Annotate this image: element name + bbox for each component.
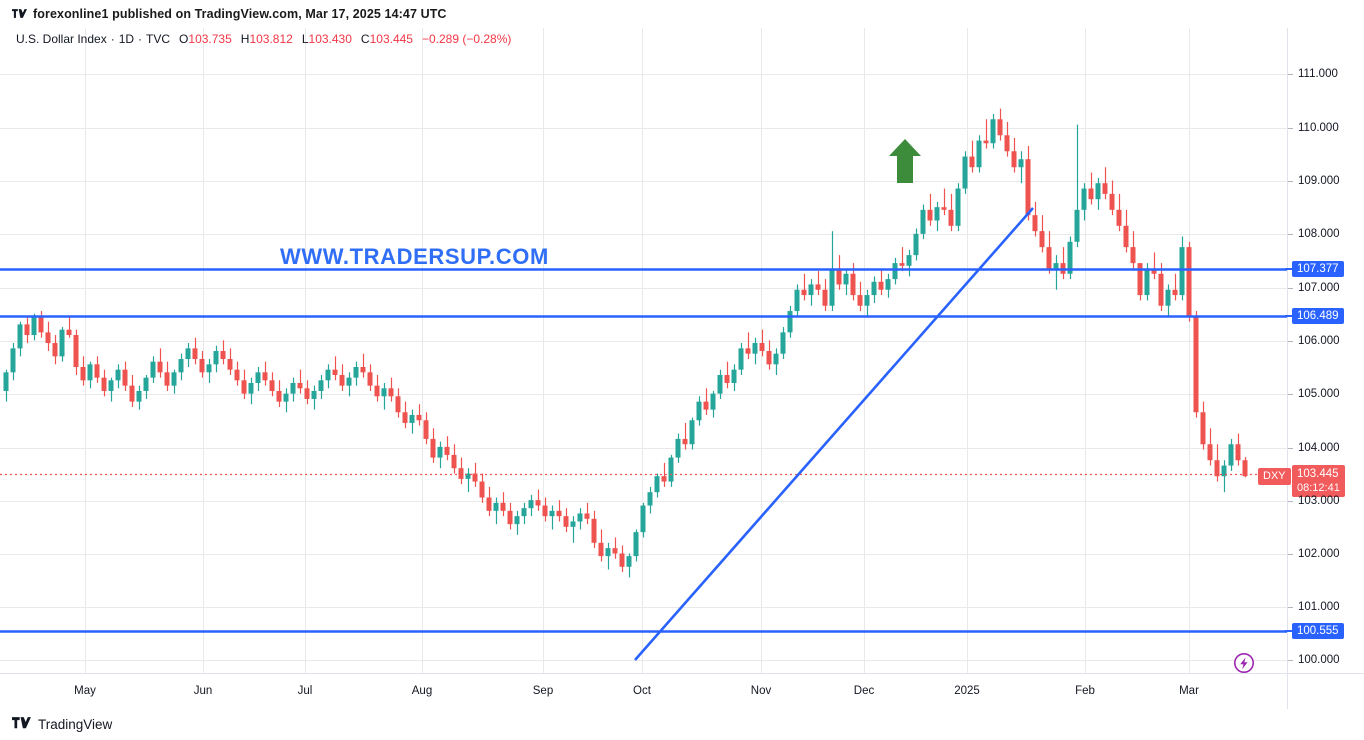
time-axis-tick: Jun: [193, 685, 213, 697]
price-axis-tick: 104.000: [1288, 442, 1340, 454]
watermark-tradersup: WWW.TRADERSUP.COM: [280, 244, 549, 269]
price-axis-tick: 107.000: [1288, 282, 1340, 294]
legend-low-value: 103.430: [308, 32, 352, 46]
price-axis-tick: 111.000: [1288, 68, 1338, 80]
price-axis-tick: 102.000: [1288, 548, 1340, 560]
time-axis-tick: Nov: [750, 685, 772, 697]
legend-sep-2: ·: [138, 32, 143, 46]
price-label-resistance-1[interactable]: 107.377: [1292, 261, 1344, 277]
legend-open-value: 103.735: [188, 32, 232, 46]
legend-high-value: 103.812: [249, 32, 293, 46]
time-axis-tick: Oct: [633, 685, 651, 697]
time-axis-tick: Sep: [532, 685, 554, 697]
legend-close-value: 103.445: [369, 32, 413, 46]
legend-low-key: L: [301, 32, 309, 46]
time-axis-tick: Mar: [1179, 685, 1199, 697]
legend-close: C103.445: [361, 32, 413, 46]
candlestick-series: [3, 108, 1248, 578]
legend-close-key: C: [360, 32, 370, 46]
time-axis[interactable]: May Jun Jul Aug Sep Oct Nov Dec 2025 Feb Mar: [0, 673, 1287, 709]
legend-low: L103.430: [302, 32, 352, 46]
chart-area[interactable]: WWW.TRADERSUP.COM: [0, 28, 1364, 709]
price-axis-tick: 101.000: [1288, 601, 1340, 613]
legend-open-key: O: [179, 32, 189, 46]
arrow-up-icon: [888, 138, 922, 189]
time-axis-tick: Dec: [853, 685, 875, 697]
footer-brand: TradingView: [0, 708, 1364, 740]
legend-change: −0.289 (−0.28%): [421, 32, 512, 46]
ticker-chip-dxy: DXY: [1258, 468, 1291, 485]
bar-countdown: 08:12:41: [1297, 482, 1340, 494]
price-label-resistance-2[interactable]: 106.489: [1292, 308, 1344, 324]
publish-info-bar: forexonline1 published on TradingView.co…: [0, 0, 1364, 28]
time-axis-tick: Jul: [297, 685, 313, 697]
last-price-tag[interactable]: 103.445 08:12:41: [1292, 465, 1345, 497]
time-axis-tick: Aug: [411, 685, 433, 697]
legend-open: O103.735: [179, 32, 232, 46]
price-axis-tick: 103.000: [1288, 495, 1340, 507]
price-axis-tick: 100.000: [1288, 654, 1340, 666]
last-price-value: 103.445: [1297, 468, 1339, 480]
tradingview-logo-icon: [12, 717, 31, 731]
time-axis-tick: May: [74, 685, 96, 697]
publish-text: forexonline1 published on TradingView.co…: [33, 7, 447, 21]
price-axis-tick: 109.000: [1288, 175, 1340, 187]
price-axis-tick: 108.000: [1288, 228, 1340, 240]
tradingview-logo-icon: [12, 8, 27, 20]
time-axis-tick: 2025: [954, 685, 980, 697]
price-axis-tick: 106.000: [1288, 335, 1340, 347]
grid-layer: [0, 28, 1287, 673]
axis-corner: [1287, 673, 1364, 709]
legend-sep-1: ·: [110, 32, 115, 46]
drawings-layer[interactable]: [0, 28, 1287, 673]
footer-brand-name: TradingView: [38, 716, 113, 732]
price-label-support-1[interactable]: 100.555: [1292, 623, 1344, 639]
legend-high-key: H: [240, 32, 250, 46]
price-axis-tick: 110.000: [1288, 122, 1339, 134]
price-pane[interactable]: WWW.TRADERSUP.COM: [0, 28, 1287, 673]
legend-symbol[interactable]: U.S. Dollar Index: [16, 32, 107, 46]
price-axis-tick: 105.000: [1288, 388, 1340, 400]
chart-legend: U.S. Dollar Index · 1D · TVC O103.735 H1…: [0, 28, 511, 50]
legend-interval[interactable]: 1D: [118, 32, 135, 46]
legend-exchange: TVC: [146, 32, 171, 46]
time-axis-tick: Feb: [1075, 685, 1095, 697]
chart-badges[interactable]: [1225, 652, 1269, 673]
legend-high: H103.812: [241, 32, 293, 46]
price-axis[interactable]: 107.377 106.489 100.555 103.445 08:12:41…: [1287, 28, 1364, 673]
